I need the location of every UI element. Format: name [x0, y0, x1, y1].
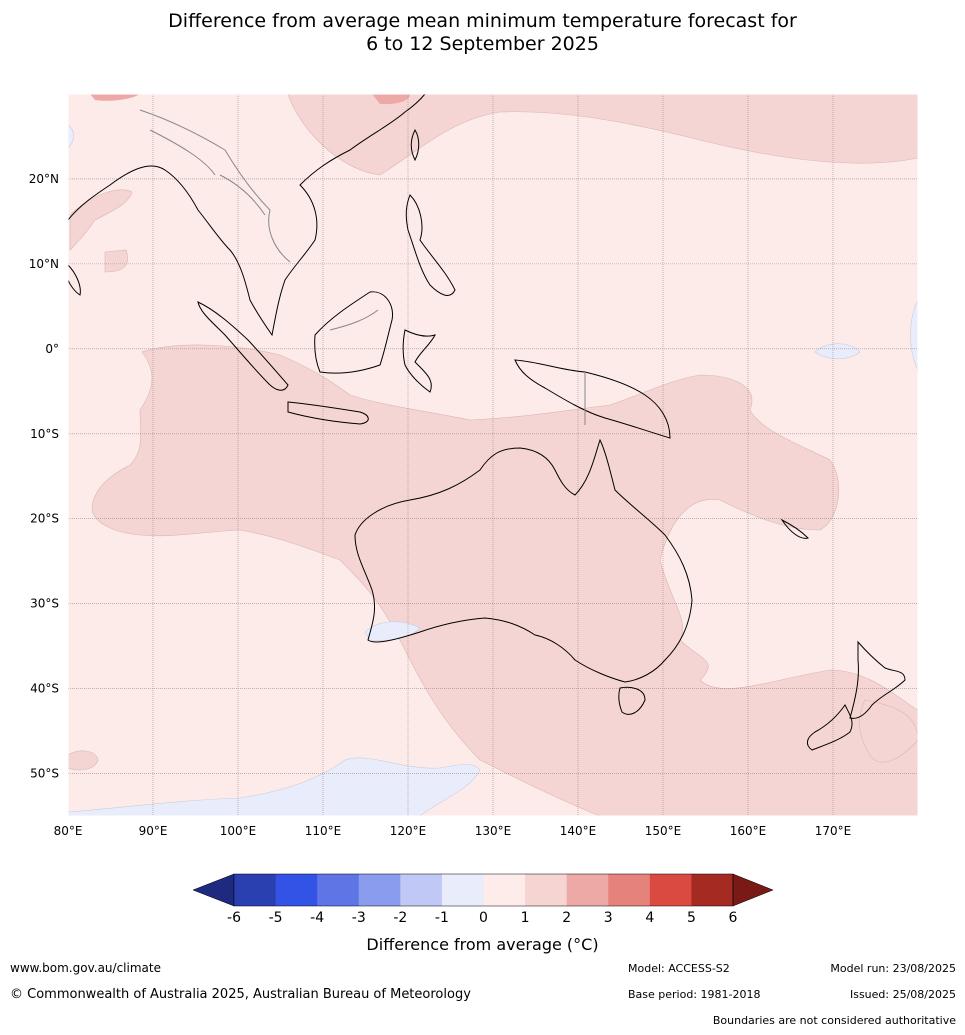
- latitude-label: 10°N: [29, 257, 59, 271]
- longitude-label: 150°E: [645, 824, 682, 838]
- issued-date: Issued: 25/08/2025: [849, 988, 956, 1001]
- colorbar-swatch: [691, 874, 734, 906]
- colorbar-tick-label: -2: [393, 910, 407, 926]
- coastline-java: [287, 401, 369, 425]
- colorbar: -6 -5 -4 -3 -2 -1 0 1 2 3 4 5 6: [192, 873, 774, 926]
- longitude-label: 140°E: [560, 824, 597, 838]
- colorbar-tick-label: 4: [645, 910, 654, 926]
- longitude-label: 160°E: [730, 824, 767, 838]
- colorbar-tick-label: 6: [729, 910, 738, 926]
- coastline-sumatra: [197, 301, 289, 391]
- colorbar-tick-label: 5: [687, 910, 696, 926]
- coastline-philippines: [405, 194, 456, 296]
- colorbar-tick-label: -6: [227, 910, 241, 926]
- longitude-label: 170°E: [815, 824, 852, 838]
- cool-region-pacific-eq: [814, 343, 861, 360]
- longitude-label: 80°E: [54, 824, 83, 838]
- colorbar-swatch: [525, 874, 568, 906]
- colorbar-tick-label: 1: [521, 910, 530, 926]
- colorbar-swatch: [275, 874, 318, 906]
- title-line-1: Difference from average mean minimum tem…: [168, 10, 797, 32]
- colorbar-swatch: [400, 874, 443, 906]
- latitude-label: 20°S: [30, 512, 59, 526]
- model-run-date: Model run: 23/08/2025: [830, 962, 956, 975]
- warm-region-andaman: [104, 249, 128, 273]
- longitude-label: 100°E: [220, 824, 257, 838]
- border-borneo: [329, 309, 379, 331]
- latitude-label: 20°N: [29, 172, 59, 186]
- graticule: [68, 94, 918, 816]
- copyright-text: © Commonwealth of Australia 2025, Austra…: [10, 987, 471, 1002]
- base-period: Base period: 1981-2018: [628, 988, 761, 1001]
- warmer-region-india: [90, 94, 140, 101]
- colorbar-swatch: [441, 874, 484, 906]
- colorbar-outline: [233, 873, 734, 907]
- coastline-australia: [354, 438, 693, 683]
- colorbar-tick-label: 2: [562, 910, 571, 926]
- title-line-2: 6 to 12 September 2025: [366, 33, 599, 55]
- colorbar-tick-label: -5: [269, 910, 283, 926]
- warm-anomaly-regions: [68, 94, 918, 816]
- coastlines: [68, 94, 906, 751]
- colorbar-tick-label: -3: [352, 910, 366, 926]
- warm-region-south-china-sea: [69, 189, 133, 251]
- model-name: Model: ACCESS-S2: [628, 962, 730, 975]
- colorbar-tick-label: -1: [435, 910, 449, 926]
- colorbar-swatch: [317, 874, 360, 906]
- colorbar-tick-label: -4: [310, 910, 324, 926]
- warmer-anomaly-regions: [90, 94, 410, 105]
- longitude-label: 110°E: [305, 824, 342, 838]
- warm-region-tasman: [859, 699, 918, 763]
- latitude-label: 30°S: [30, 597, 59, 611]
- coastline-new-zealand-south: [807, 704, 853, 751]
- colorbar-label: Difference from average (°C): [366, 935, 599, 954]
- country-borders: [139, 109, 586, 425]
- colorbar-swatch: [483, 874, 526, 906]
- boundary-disclaimer: Boundaries are not considered authoritat…: [712, 1014, 956, 1027]
- longitude-label: 120°E: [390, 824, 427, 838]
- warm-region-indian-ocean: [91, 344, 918, 816]
- colorbar-tick-label: 0: [479, 910, 488, 926]
- coastline-taiwan: [410, 128, 420, 162]
- coastline-southeast-asia: [68, 94, 426, 337]
- map-title: Difference from average mean minimum tem…: [0, 10, 965, 56]
- latitude-label: 50°S: [30, 767, 59, 781]
- coastline-new-guinea: [514, 359, 671, 439]
- longitude-label: 90°E: [139, 824, 168, 838]
- coastline-tasmania: [618, 686, 646, 715]
- warmer-region-china: [372, 94, 410, 105]
- coastline-sulawesi: [402, 329, 436, 393]
- colorbar-over-arrow: [732, 873, 774, 907]
- colorbar-tick-label: 3: [604, 910, 613, 926]
- latitude-label: 0°: [45, 342, 59, 356]
- colorbar-swatch: [649, 874, 692, 906]
- latitude-label: 10°S: [30, 427, 59, 441]
- longitude-labels: 80°E 90°E 100°E 110°E 120°E 130°E 140°E 150°E 16…: [54, 824, 852, 838]
- warm-region-north-pacific: [287, 94, 918, 176]
- colorbar-swatch: [566, 874, 609, 906]
- cool-region-southern-ocean: [68, 757, 481, 816]
- map-frame: [67, 93, 919, 817]
- border-mainland-southeast-asia: [139, 109, 291, 263]
- website-link[interactable]: www.bom.gov.au/climate: [10, 961, 161, 975]
- warm-region-southwest: [68, 750, 99, 771]
- coastline-new-caledonia: [780, 518, 809, 539]
- colorbar-swatch: [358, 874, 401, 906]
- colorbar-swatch: [608, 874, 651, 906]
- coastline-sri-lanka: [68, 264, 81, 296]
- coastline-borneo: [314, 291, 394, 374]
- colorbar-swatch: [234, 874, 277, 906]
- latitude-labels: 20°N 10°N 0° 10°S 20°S 30°S 40°S 50°S: [29, 172, 59, 781]
- colorbar-under-arrow: [192, 873, 235, 907]
- longitude-label: 130°E: [475, 824, 512, 838]
- coastline-new-zealand-north: [849, 640, 906, 719]
- latitude-label: 40°S: [30, 682, 59, 696]
